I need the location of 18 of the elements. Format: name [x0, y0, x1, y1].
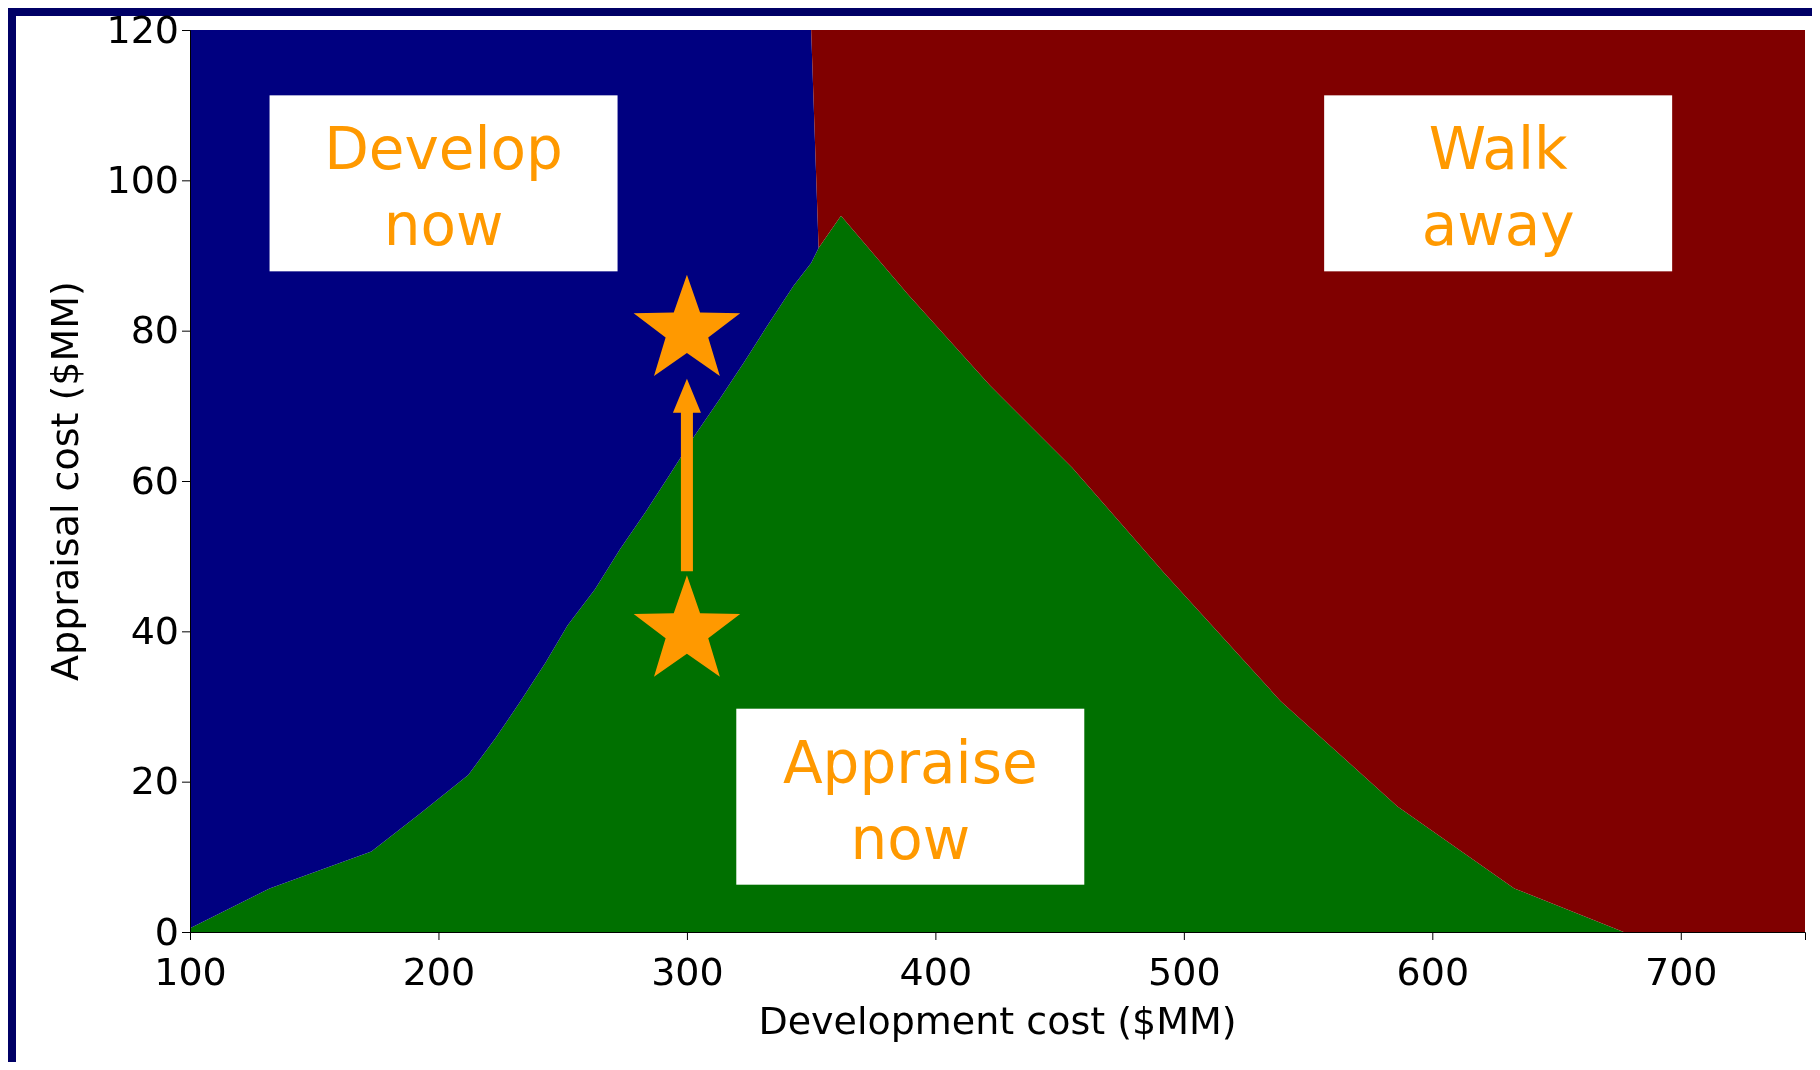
- annotation: Walk away: [1421, 115, 1575, 260]
- x-tick-label: 400: [899, 949, 973, 994]
- y-tick-label: 60: [130, 458, 179, 503]
- y-tick-label: 40: [130, 608, 179, 653]
- x-tick-label: 600: [1396, 949, 1470, 994]
- y-tick-label: 20: [130, 759, 179, 804]
- x-tick-label: 200: [402, 949, 476, 994]
- x-axis-title: Development cost ($MM): [758, 999, 1237, 1043]
- y-tick-label: 80: [130, 308, 179, 353]
- annotation: Appraise now: [782, 728, 1038, 873]
- x-tick-label: 700: [1645, 949, 1718, 994]
- y-axis-title: Appraisal cost ($MM): [43, 281, 87, 681]
- x-tick-label: 300: [651, 949, 724, 994]
- y-tick-label: 100: [106, 157, 179, 202]
- y-tick-label: 0: [154, 909, 179, 954]
- annotation: Develop now: [324, 115, 563, 260]
- y-tick-label: 120: [106, 7, 179, 52]
- x-tick-label: 500: [1148, 949, 1221, 994]
